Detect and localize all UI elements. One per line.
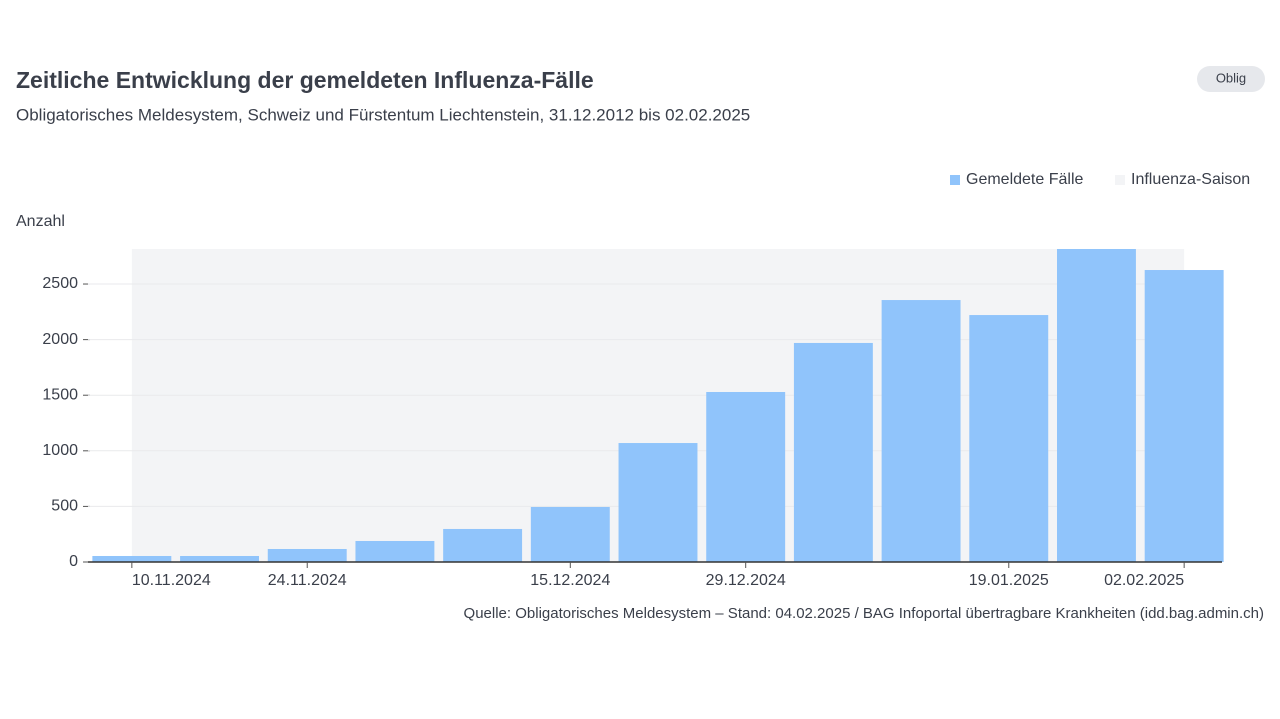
bar <box>881 300 961 562</box>
y-tick-label: 1000 <box>42 442 78 459</box>
y-tick-label: 0 <box>69 553 78 570</box>
y-tick-label: 1500 <box>42 386 78 403</box>
bar <box>267 548 347 562</box>
badge[interactable]: Oblig <box>1216 70 1246 85</box>
bar <box>1144 270 1224 562</box>
y-tick-label: 2000 <box>42 331 78 348</box>
badge-bg[interactable] <box>1197 66 1265 92</box>
y-axis-label: Anzahl <box>16 213 65 230</box>
x-tick-label: 19.01.2025 <box>969 572 1049 589</box>
x-tick-label: 15.12.2024 <box>530 572 610 589</box>
y-tick-label: 2500 <box>42 275 78 292</box>
bar <box>969 315 1049 562</box>
chart-subtitle: Obligatorisches Meldesystem, Schweiz und… <box>16 105 750 124</box>
x-tick-label: 02.02.2025 <box>1104 572 1184 589</box>
bar <box>706 391 786 562</box>
x-tick-label: 10.11.2024 <box>132 572 211 589</box>
bar <box>530 506 610 562</box>
bar <box>618 443 698 562</box>
y-tick-label: 500 <box>51 498 78 515</box>
bar <box>355 540 435 562</box>
bar <box>180 555 259 562</box>
bar <box>793 342 873 562</box>
legend-swatch <box>1115 175 1125 185</box>
bar <box>1057 249 1136 562</box>
source: Quelle: Obligatorisches Meldesystem – St… <box>464 605 1264 622</box>
bar <box>92 555 172 562</box>
legend-label: Gemeldete Fälle <box>966 171 1083 188</box>
x-tick-label: 29.12.2024 <box>706 572 786 589</box>
x-tick-label: 24.11.2024 <box>268 572 347 589</box>
legend-label: Influenza-Saison <box>1131 171 1250 188</box>
bar <box>443 528 523 562</box>
legend-swatch <box>950 175 960 185</box>
chart-title: Zeitliche Entwicklung der gemeldeten Inf… <box>16 67 594 93</box>
